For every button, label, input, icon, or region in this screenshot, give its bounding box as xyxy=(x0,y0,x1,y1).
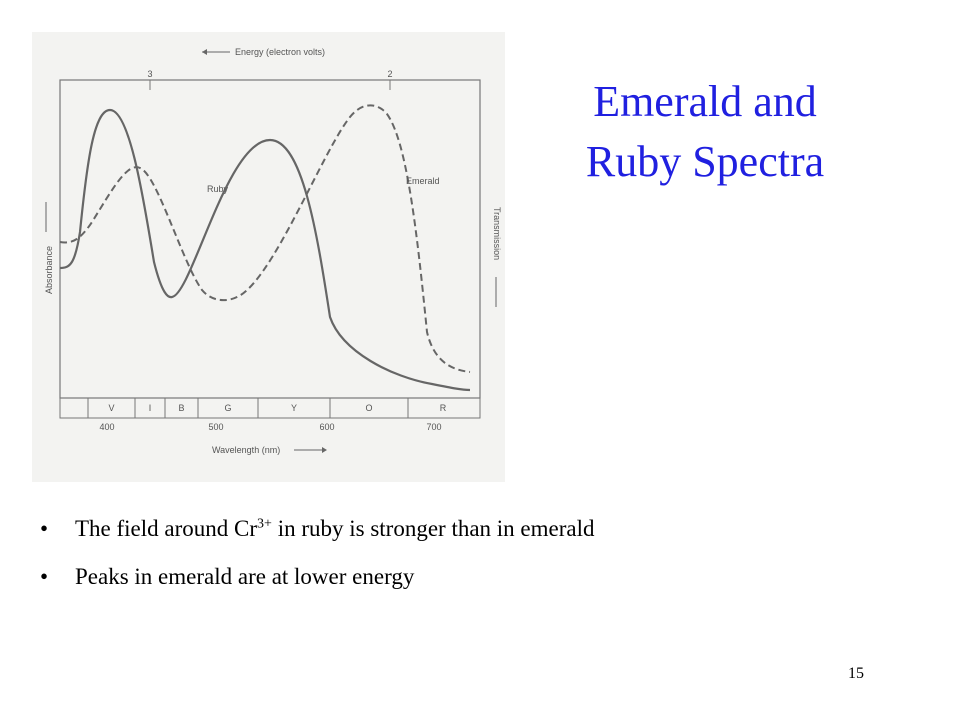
top-axis-label: Energy (electron volts) xyxy=(235,47,325,57)
superscript: 3+ xyxy=(257,516,272,532)
left-label: Absorbance xyxy=(44,246,54,294)
top-tick: 2 xyxy=(387,69,392,79)
top-tick: 3 xyxy=(147,69,152,79)
band-label: G xyxy=(224,403,231,413)
band-label: I xyxy=(149,403,152,413)
wl-tick: 600 xyxy=(319,422,334,432)
emerald-label: Emerald xyxy=(406,176,440,186)
scan-bg xyxy=(32,32,505,482)
band-label: B xyxy=(178,403,184,413)
ruby-curve xyxy=(59,108,471,392)
text: Peaks in emerald are at lower energy xyxy=(75,564,415,589)
arrow-head xyxy=(202,49,207,55)
figure: Energy (electron volts) 3 2 Ruby Emerald… xyxy=(32,32,505,482)
wl-tick: 500 xyxy=(208,422,223,432)
arrow-head xyxy=(322,447,327,453)
band-label: R xyxy=(440,403,447,413)
emerald-curve xyxy=(59,104,471,373)
bottom-axis-label: Wavelength (nm) xyxy=(212,445,280,455)
band-label: Y xyxy=(291,403,297,413)
band-label: V xyxy=(108,403,114,413)
band-label: O xyxy=(365,403,372,413)
band-frame xyxy=(59,397,481,419)
wl-tick: 700 xyxy=(426,422,441,432)
page-number: 15 xyxy=(848,665,864,682)
right-label: Transmission xyxy=(492,207,502,260)
ruby-label: Ruby xyxy=(207,184,229,194)
wl-tick: 400 xyxy=(99,422,114,432)
slide-title: Emerald and Ruby Spectra xyxy=(585,77,825,186)
text: The field around Cr xyxy=(75,516,258,541)
text: in ruby is stronger than in emerald xyxy=(271,516,595,541)
